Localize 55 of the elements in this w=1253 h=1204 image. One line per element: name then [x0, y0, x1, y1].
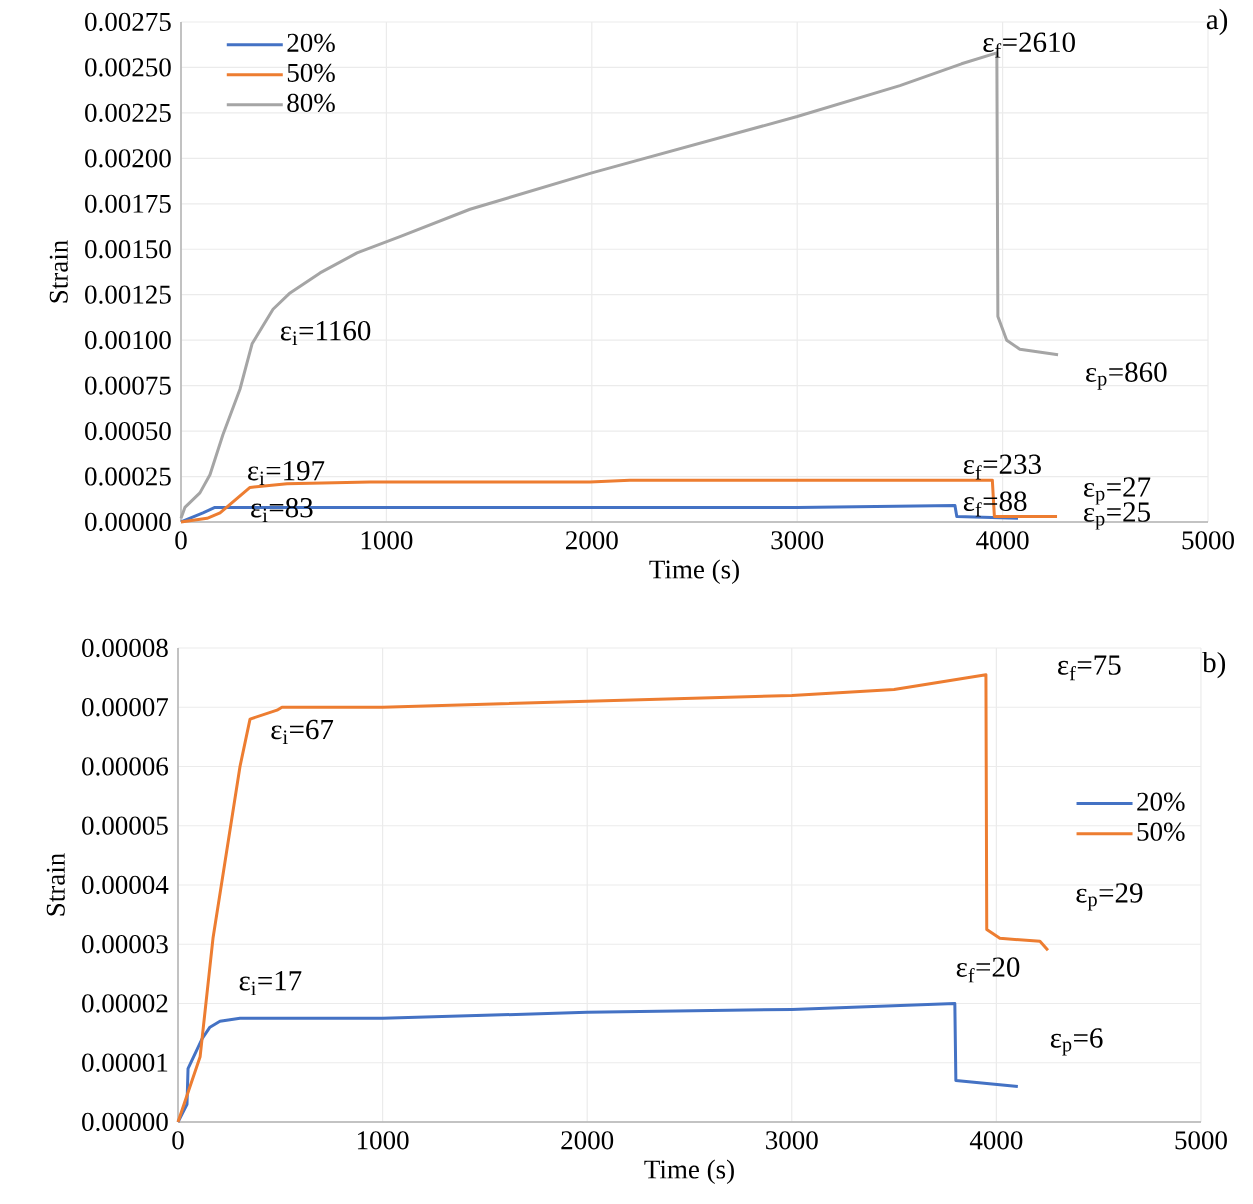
y-tick-label: 0.00001	[82, 1053, 168, 1072]
x-tick-label: 5000	[1175, 1131, 1227, 1150]
y-tick-label: 0.00002	[82, 994, 168, 1013]
annotation: ε$_{f}$=75	[1058, 655, 1121, 681]
annotation: ε$_{p}$=860	[1086, 362, 1167, 390]
x-tick-label: 3000	[766, 1131, 818, 1150]
y-tick-label: 0.00025	[85, 467, 171, 486]
legend-label: 50%	[287, 63, 335, 83]
annotation: ε$_{i}$=197	[248, 460, 325, 486]
legend-label: 80%	[287, 93, 335, 113]
y-tick-label: 0.00175	[85, 194, 171, 213]
legend-label: 20%	[1137, 792, 1185, 811]
y-axis-title: Strain	[49, 240, 68, 303]
annotation: ε$_{i}$=17	[239, 971, 302, 996]
x-axis-title: Time (s)	[644, 1159, 734, 1185]
annotation: a)	[1206, 8, 1228, 36]
x-tick-label: 1000	[361, 531, 413, 550]
y-tick-label: 0.00050	[85, 421, 171, 441]
y-tick-label: 0.00007	[82, 698, 169, 717]
y-tick-label: 0.00275	[85, 12, 171, 32]
y-tick-label: 0.00150	[85, 240, 171, 259]
legend-label: 50%	[1137, 822, 1185, 841]
y-tick-label: 0.00100	[85, 331, 171, 350]
annotation: ε$_{i}$=67	[271, 719, 334, 744]
legend-label: 20%	[287, 33, 335, 52]
y-tick-label: 0.00250	[85, 58, 171, 77]
y-tick-label: 0.00200	[85, 149, 171, 168]
annotation: ε$_{f}$=2610	[983, 32, 1075, 58]
annotation: ε$_{f}$=20	[956, 957, 1020, 983]
annotation: ε$_{p}$=6	[1050, 1028, 1103, 1056]
y-tick-label: 0.00000	[85, 512, 171, 532]
annotation: ε$_{f}$=233	[963, 454, 1041, 480]
x-tick-label: 2000	[561, 1131, 614, 1150]
x-tick-label: 4000	[976, 531, 1029, 550]
annotation: ε$_{i}$=1160	[280, 320, 371, 346]
x-tick-label: 0	[172, 1131, 184, 1150]
y-tick-label: 0.00225	[85, 103, 171, 123]
x-axis-title: Time (s)	[649, 559, 739, 585]
x-tick-label: 1000	[357, 1131, 409, 1150]
x-tick-label: 4000	[969, 1131, 1023, 1150]
x-tick-label: 2000	[566, 531, 618, 550]
x-tick-label: 3000	[771, 531, 824, 550]
annotation: ε$_{p}$=29	[1076, 883, 1143, 911]
y-tick-label: 0.00125	[85, 285, 171, 304]
y-tick-label: 0.00075	[85, 376, 171, 395]
y-tick-label: 0.00006	[82, 757, 169, 776]
y-axis-title: Strain	[46, 853, 65, 916]
text: b)	[1202, 651, 1226, 679]
y-tick-label: 0.00000	[82, 1112, 168, 1132]
y-tick-label: 0.00004	[82, 875, 169, 895]
y-tick-label: 0.00008	[82, 638, 168, 658]
x-tick-label: 5000	[1182, 531, 1234, 550]
y-tick-label: 0.00003	[82, 935, 168, 954]
y-tick-label: 0.00005	[82, 816, 168, 835]
x-tick-label: 0	[175, 531, 187, 550]
